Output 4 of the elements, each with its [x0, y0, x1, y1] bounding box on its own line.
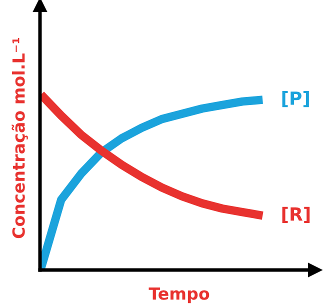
x-axis-title: Tempo	[148, 287, 210, 304]
y-axis-title: Concentração mol.L⁻¹	[12, 38, 28, 238]
series-label: [P]	[282, 91, 309, 108]
series-label: [R]	[282, 206, 310, 223]
